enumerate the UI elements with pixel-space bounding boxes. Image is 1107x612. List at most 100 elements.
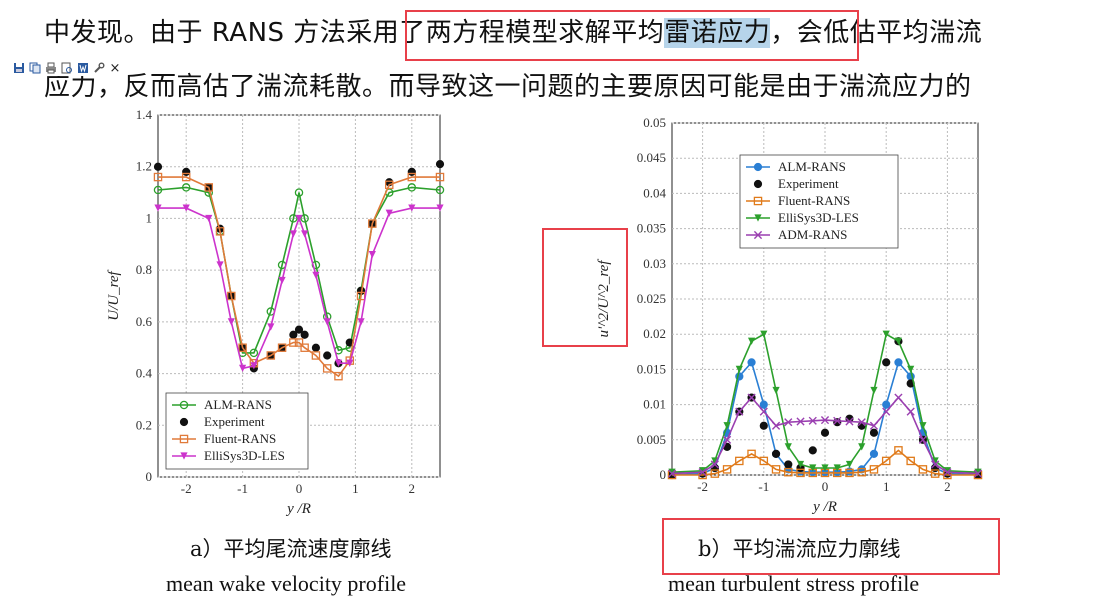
data-point bbox=[289, 214, 298, 223]
data-point bbox=[735, 407, 744, 416]
data-point bbox=[295, 214, 303, 223]
data-point bbox=[784, 418, 793, 427]
data-point bbox=[408, 204, 416, 212]
data-point bbox=[894, 337, 903, 345]
data-point bbox=[368, 219, 377, 228]
data-point bbox=[699, 467, 707, 475]
data-point bbox=[931, 460, 940, 469]
data-point bbox=[205, 214, 213, 223]
data-point bbox=[747, 393, 756, 402]
close-icon[interactable]: × bbox=[109, 60, 121, 76]
copy-icon[interactable] bbox=[28, 61, 42, 75]
data-point bbox=[266, 351, 276, 360]
data-point bbox=[870, 386, 878, 395]
y-tick-label: 0.035 bbox=[637, 221, 666, 236]
data-point bbox=[772, 386, 780, 395]
data-point bbox=[216, 261, 224, 269]
data-point bbox=[294, 188, 304, 197]
data-point bbox=[181, 172, 191, 182]
data-point bbox=[435, 160, 445, 169]
y-tick-label: 0.6 bbox=[136, 314, 153, 329]
y-tick-label: 0.015 bbox=[637, 361, 666, 376]
legend-entry: ALM-RANS bbox=[204, 397, 272, 412]
series-adm-rans bbox=[667, 393, 983, 478]
data-point bbox=[771, 465, 781, 474]
save-icon[interactable] bbox=[12, 61, 26, 75]
data-point bbox=[808, 446, 817, 455]
y-tick-label: 0.05 bbox=[643, 115, 666, 130]
series-fluent-rans bbox=[667, 446, 983, 480]
x-tick-label: 2 bbox=[944, 479, 951, 494]
x-tick-label: 2 bbox=[409, 481, 416, 496]
data-point bbox=[747, 337, 756, 345]
data-point bbox=[312, 271, 320, 279]
x-tick-label: 0 bbox=[296, 481, 303, 496]
data-point bbox=[833, 464, 841, 472]
data-point bbox=[858, 443, 866, 451]
data-point bbox=[357, 318, 365, 326]
y-tick-label: 0.045 bbox=[637, 150, 666, 165]
x-tick-label: 1 bbox=[352, 481, 359, 496]
y-tick-label: 0.025 bbox=[637, 291, 666, 306]
x-axis-label: y /R bbox=[285, 501, 311, 517]
data-point bbox=[722, 465, 732, 474]
legend-marker bbox=[753, 162, 763, 172]
data-point bbox=[882, 330, 890, 338]
legend-entry: Fluent-RANS bbox=[778, 193, 850, 208]
data-point bbox=[833, 416, 842, 425]
data-point bbox=[881, 456, 891, 466]
data-point bbox=[820, 415, 830, 425]
data-point bbox=[227, 318, 235, 326]
x-tick-label: -1 bbox=[758, 479, 769, 494]
selected-text[interactable]: 雷诺应力 bbox=[664, 18, 771, 48]
data-point bbox=[435, 172, 445, 182]
paragraph-line-1: 中发现。由于 RANS 方法采用了两方程模型求解平均雷诺应力，会低估平均湍流 bbox=[44, 12, 982, 49]
data-point bbox=[238, 343, 247, 352]
data-point bbox=[907, 365, 915, 373]
paragraph-line-2: 应力，反而高估了湍流耗散。而导致这一问题的主要原因可能是由于湍流应力的 bbox=[44, 72, 972, 102]
caption-b-english: mean turbulent stress profile bbox=[668, 571, 920, 596]
data-point bbox=[301, 230, 309, 238]
y-tick-label: 1.2 bbox=[136, 159, 152, 174]
data-point bbox=[300, 214, 309, 223]
legend: ALM-RANS Experiment Fluent-RANS ElliSys3D-L… bbox=[739, 154, 899, 249]
data-point bbox=[723, 422, 731, 430]
y-tick-label: 0 bbox=[146, 469, 153, 484]
data-point bbox=[882, 358, 891, 367]
y-tick-label: 0.2 bbox=[136, 417, 152, 432]
data-point bbox=[974, 468, 982, 476]
x-tick-label: 0 bbox=[822, 479, 829, 494]
data-point bbox=[809, 464, 817, 472]
data-point bbox=[747, 449, 756, 459]
print-preview-icon[interactable] bbox=[60, 61, 74, 75]
data-point bbox=[771, 421, 781, 430]
data-point bbox=[784, 460, 793, 469]
data-point bbox=[735, 365, 743, 373]
data-point bbox=[334, 371, 343, 381]
print-icon[interactable] bbox=[44, 61, 58, 75]
data-point bbox=[857, 467, 866, 477]
data-point bbox=[181, 183, 191, 192]
floating-toolbar: × bbox=[12, 60, 122, 76]
legend-entry: ALM-RANS bbox=[778, 159, 846, 174]
tools-icon[interactable] bbox=[92, 61, 106, 75]
y-tick-label: 1 bbox=[146, 210, 153, 225]
data-point bbox=[154, 204, 162, 212]
word-icon[interactable] bbox=[76, 61, 90, 75]
data-point bbox=[869, 465, 879, 474]
data-point bbox=[239, 364, 247, 372]
data-point bbox=[153, 185, 163, 195]
legend-marker bbox=[753, 179, 763, 189]
wake-velocity-chart: -2 -1 0 1 2 0 0.2 0.4 0.6 0.8 1 1.2 1.4 y /R U/U_ref AL… bbox=[106, 107, 445, 517]
caption-b-chinese: b）平均湍流应力廓线 bbox=[698, 537, 901, 561]
data-point bbox=[973, 469, 983, 478]
series-ellisys3d-les bbox=[668, 330, 982, 476]
legend-marker bbox=[754, 214, 762, 222]
data-point bbox=[710, 469, 720, 478]
data-point bbox=[311, 351, 321, 360]
data-point bbox=[385, 209, 393, 217]
data-point bbox=[759, 456, 769, 466]
legend-marker bbox=[179, 400, 189, 410]
data-point bbox=[857, 418, 866, 427]
data-point bbox=[784, 443, 792, 451]
